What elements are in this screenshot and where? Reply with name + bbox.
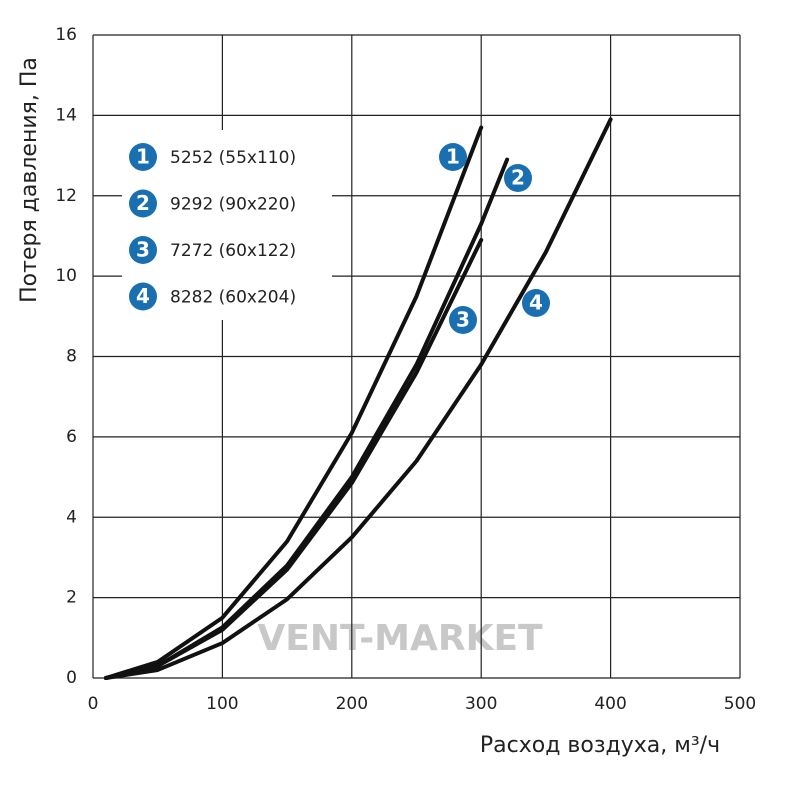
y-tick-label: 6 — [66, 427, 77, 447]
number-label: 3 — [456, 308, 470, 332]
number-badge — [129, 143, 157, 171]
number-badge — [522, 289, 550, 317]
y-tick-label: 4 — [66, 507, 77, 527]
y-tick-label: 12 — [55, 186, 77, 206]
number-label: 1 — [446, 145, 460, 169]
legend-label: 8282 (60x204) — [170, 288, 296, 308]
number-label: 1 — [136, 145, 150, 169]
y-tick-label: 16 — [55, 25, 77, 45]
number-badge — [439, 143, 467, 171]
number-label: 3 — [136, 238, 150, 262]
number-label: 4 — [529, 291, 543, 315]
number-badge — [504, 164, 532, 192]
number-label: 4 — [136, 284, 150, 308]
curve — [103, 125, 484, 680]
legend-label: 9292 (90x220) — [170, 195, 296, 215]
y-tick-label: 0 — [66, 668, 77, 688]
x-tick-label: 400 — [594, 694, 626, 714]
legend-label: 7272 (60x122) — [170, 241, 296, 261]
number-label: 2 — [511, 166, 525, 190]
number-badge — [129, 189, 157, 218]
legend-label: 5252 (55x110) — [170, 148, 296, 168]
number-label: 2 — [136, 191, 150, 215]
number-badge — [449, 306, 477, 334]
watermark: VENT-MARKET — [257, 618, 543, 659]
x-tick-label: 500 — [724, 694, 756, 714]
curve — [103, 117, 613, 680]
curve — [103, 237, 484, 680]
y-tick-label: 2 — [66, 588, 77, 608]
y-tick-label: 14 — [55, 105, 77, 125]
number-badge — [129, 282, 157, 311]
y-tick-label: 10 — [55, 266, 77, 286]
x-tick-label: 200 — [336, 694, 368, 714]
y-tick-label: 8 — [66, 347, 77, 367]
x-axis-title: Расход воздуха, м³/ч — [480, 733, 720, 758]
x-tick-label: 100 — [206, 694, 238, 714]
y-axis-title: Потеря давления, Па — [17, 57, 42, 303]
x-tick-label: 300 — [465, 694, 497, 714]
x-tick-label: 0 — [88, 694, 99, 714]
legend-box — [122, 130, 332, 320]
number-badge — [129, 236, 157, 264]
